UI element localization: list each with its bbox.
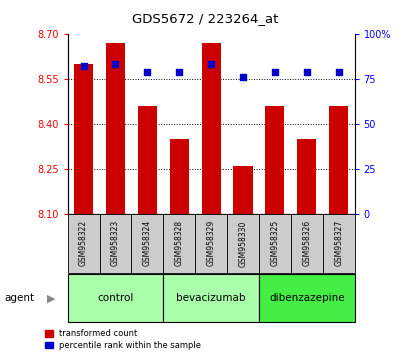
Text: ▶: ▶: [47, 293, 56, 303]
Point: [112, 62, 119, 67]
Bar: [328, 106, 347, 214]
Bar: [258, 274, 354, 322]
Bar: [106, 43, 125, 214]
Text: GSM958329: GSM958329: [206, 220, 215, 267]
Text: GSM958322: GSM958322: [79, 220, 88, 267]
Bar: [67, 214, 99, 273]
Legend: transformed count, percentile rank within the sample: transformed count, percentile rank withi…: [45, 329, 201, 350]
Text: GSM958326: GSM958326: [301, 220, 310, 267]
Point: [80, 63, 87, 69]
Bar: [258, 214, 290, 273]
Bar: [227, 214, 258, 273]
Text: GSM958328: GSM958328: [174, 220, 183, 267]
Bar: [233, 166, 252, 214]
Bar: [67, 274, 163, 322]
Bar: [297, 139, 316, 214]
Bar: [131, 214, 163, 273]
Text: GSM958324: GSM958324: [142, 220, 151, 267]
Bar: [265, 106, 284, 214]
Point: [271, 69, 278, 74]
Text: GSM958327: GSM958327: [333, 220, 342, 267]
Text: GDS5672 / 223264_at: GDS5672 / 223264_at: [131, 12, 278, 25]
Bar: [163, 274, 258, 322]
Point: [303, 69, 309, 74]
Text: dibenzazepine: dibenzazepine: [268, 293, 344, 303]
Point: [144, 69, 150, 74]
Bar: [322, 214, 354, 273]
Point: [335, 69, 341, 74]
Text: agent: agent: [4, 293, 34, 303]
Text: GSM958330: GSM958330: [238, 220, 247, 267]
Text: control: control: [97, 293, 133, 303]
Text: bevacizumab: bevacizumab: [176, 293, 245, 303]
Bar: [290, 214, 322, 273]
Bar: [201, 43, 220, 214]
Point: [239, 74, 246, 80]
Text: GSM958323: GSM958323: [111, 220, 120, 267]
Bar: [74, 64, 93, 214]
Point: [207, 62, 214, 67]
Bar: [137, 106, 157, 214]
Bar: [169, 139, 189, 214]
Bar: [163, 214, 195, 273]
Point: [175, 69, 182, 74]
Bar: [99, 214, 131, 273]
Bar: [195, 214, 227, 273]
Text: GSM958325: GSM958325: [270, 220, 279, 267]
